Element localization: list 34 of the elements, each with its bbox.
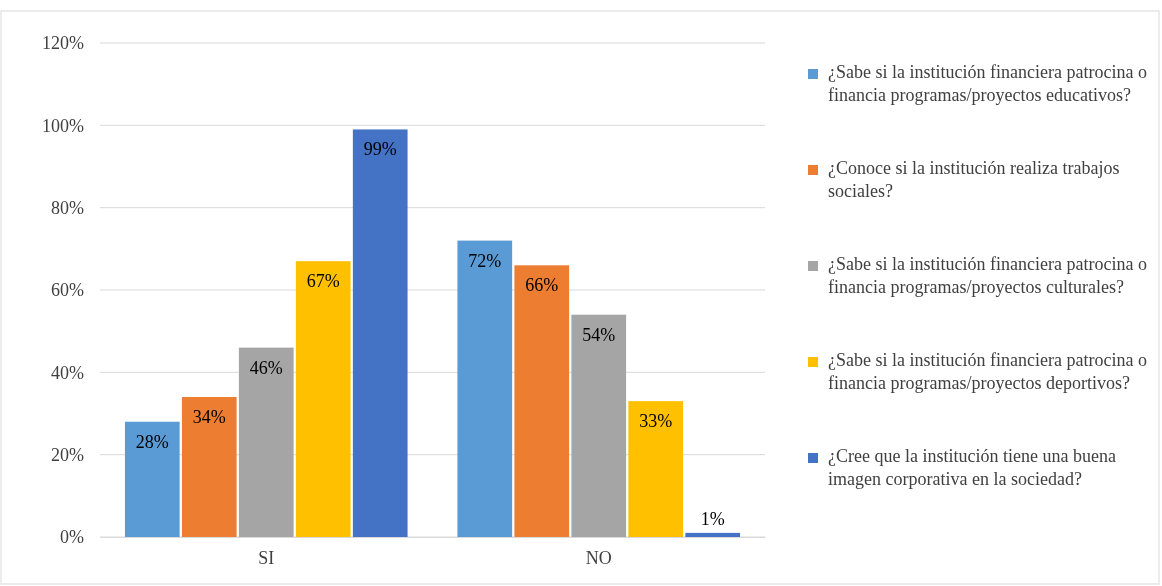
- bar: [685, 532, 741, 537]
- legend-label: ¿Sabe si la institución financiera patrocina o financia programas/proyectos culturales?: [828, 254, 1147, 297]
- bar: [352, 129, 408, 537]
- legend-label: ¿Sabe si la institución financiera patrocina o financia programas/proyectos educativos?: [828, 62, 1147, 105]
- data-label: 28%: [135, 431, 169, 452]
- bar: [124, 421, 180, 537]
- x-tick-label: SI: [258, 547, 275, 568]
- legend-label: ¿Cree que la institución tiene una buena imagen corporativa en la sociedad?: [828, 446, 1116, 489]
- y-tick-label: 60%: [51, 280, 84, 301]
- bar: [457, 240, 513, 537]
- bar: [181, 397, 237, 537]
- bar: [628, 401, 684, 537]
- bar: [238, 347, 294, 537]
- y-tick-label: 120%: [42, 33, 84, 54]
- y-tick-label: 80%: [51, 197, 84, 218]
- data-label: 72%: [468, 250, 502, 271]
- y-tick-label: 40%: [51, 362, 84, 383]
- legend-label: ¿Sabe si la institución financiera patrocina o financia programas/proyectos deportivos?: [828, 350, 1147, 393]
- legend-label: ¿Conoce si la institución realiza trabajos sociales?: [828, 158, 1120, 201]
- bar: [571, 314, 627, 537]
- bar: [295, 261, 351, 537]
- data-label: 54%: [582, 324, 616, 345]
- x-tick-label: NO: [585, 547, 612, 568]
- data-label: 66%: [525, 275, 559, 296]
- data-label: 33%: [639, 411, 673, 432]
- y-tick-label: 20%: [51, 444, 84, 465]
- y-tick-label: 100%: [42, 115, 84, 136]
- bar: [514, 265, 570, 537]
- y-tick-label: 0%: [60, 527, 84, 548]
- data-label: 46%: [249, 357, 283, 378]
- data-label: 99%: [363, 139, 397, 160]
- data-label: 1%: [700, 508, 725, 529]
- data-label: 67%: [306, 271, 340, 292]
- data-label: 34%: [192, 407, 226, 428]
